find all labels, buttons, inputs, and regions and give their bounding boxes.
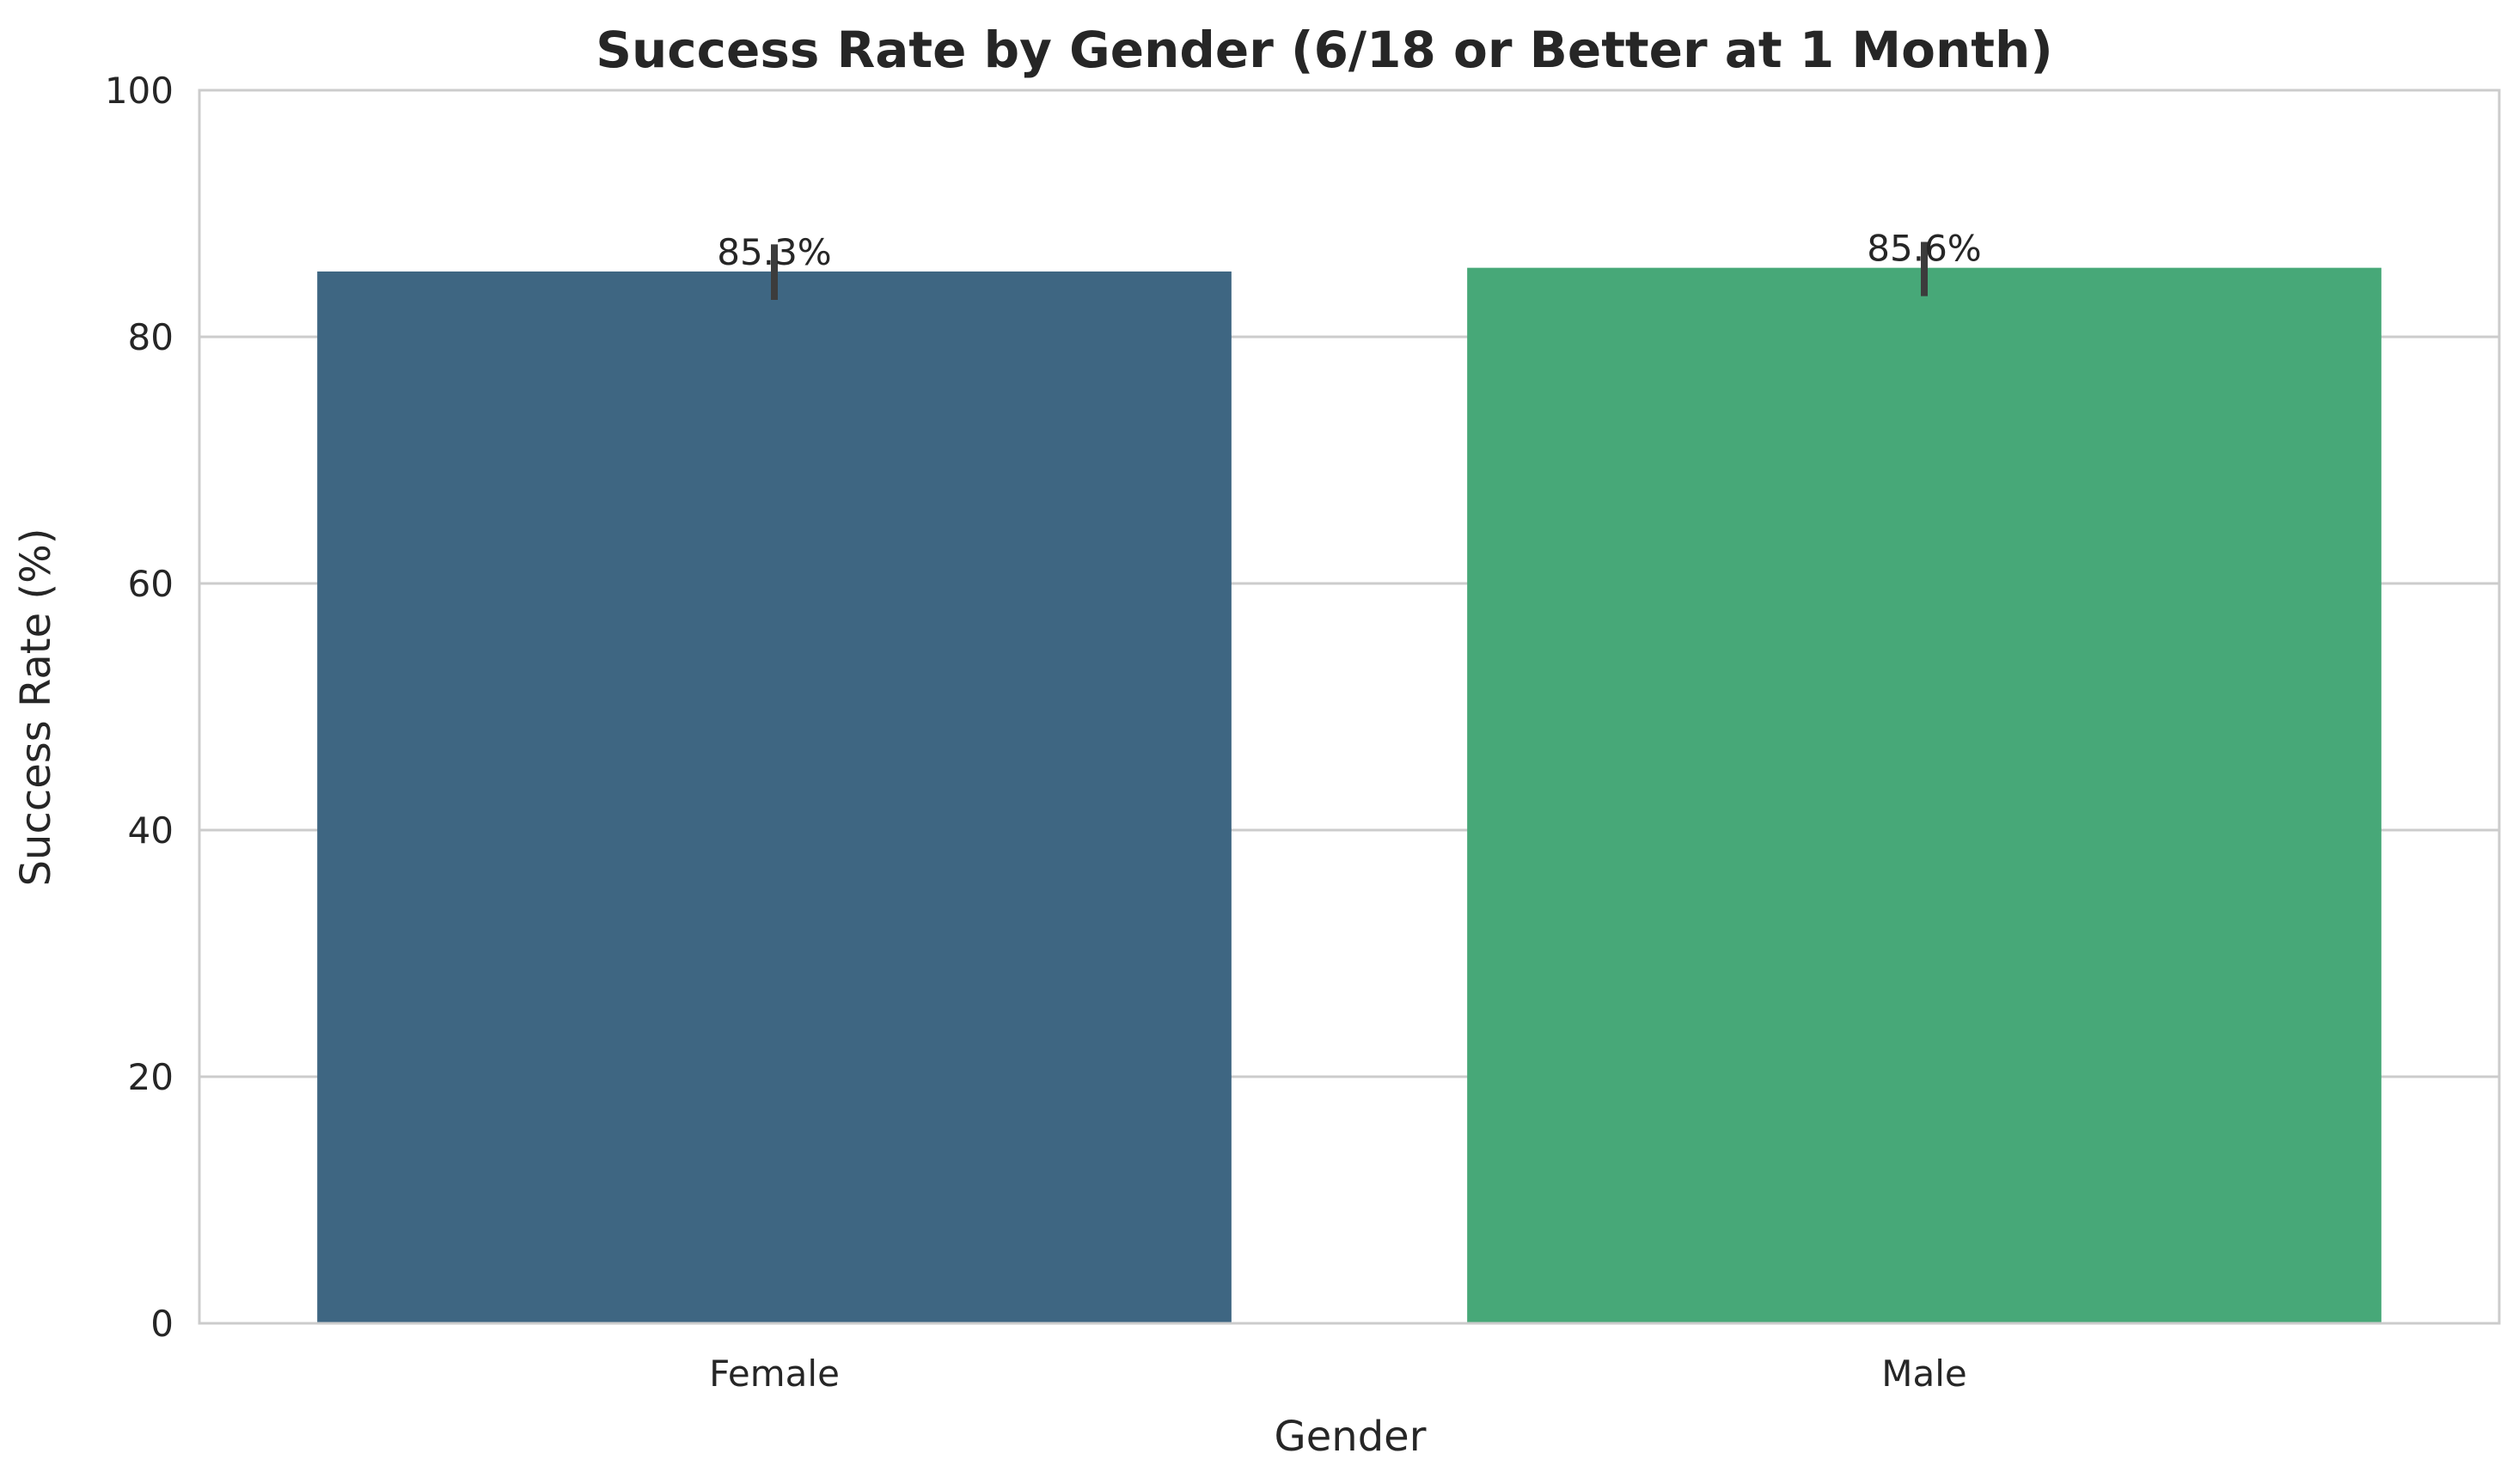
x-tick-label-male: Male <box>1881 1353 1966 1395</box>
y-axis-ticks: 0 20 40 60 80 100 <box>105 70 174 1345</box>
y-tick-label: 40 <box>128 809 174 852</box>
y-tick-label: 20 <box>128 1056 174 1098</box>
plot-area-frame <box>198 89 2501 1325</box>
y-tick-label: 0 <box>150 1303 174 1345</box>
bars <box>317 267 2381 1323</box>
chart-title: Success Rate by Gender (6/18 or Better a… <box>596 21 2053 79</box>
bar-male <box>1467 267 2381 1323</box>
bar-female <box>317 271 1232 1323</box>
x-tick-label-female: Female <box>709 1353 840 1395</box>
y-tick-label: 60 <box>128 563 174 605</box>
y-tick-label: 80 <box>128 316 174 358</box>
value-label-female: 85.3% <box>717 231 831 273</box>
bar-value-labels: 85.3% 85.6% <box>717 228 1981 273</box>
y-axis-label: Success Rate (%) <box>12 528 60 887</box>
y-tick-label: 100 <box>105 70 174 112</box>
error-bars <box>771 241 1928 300</box>
x-axis-ticks: Female Male <box>709 1353 1967 1395</box>
x-axis-label: Gender <box>1275 1413 1427 1461</box>
value-label-male: 85.6% <box>1867 228 1981 270</box>
